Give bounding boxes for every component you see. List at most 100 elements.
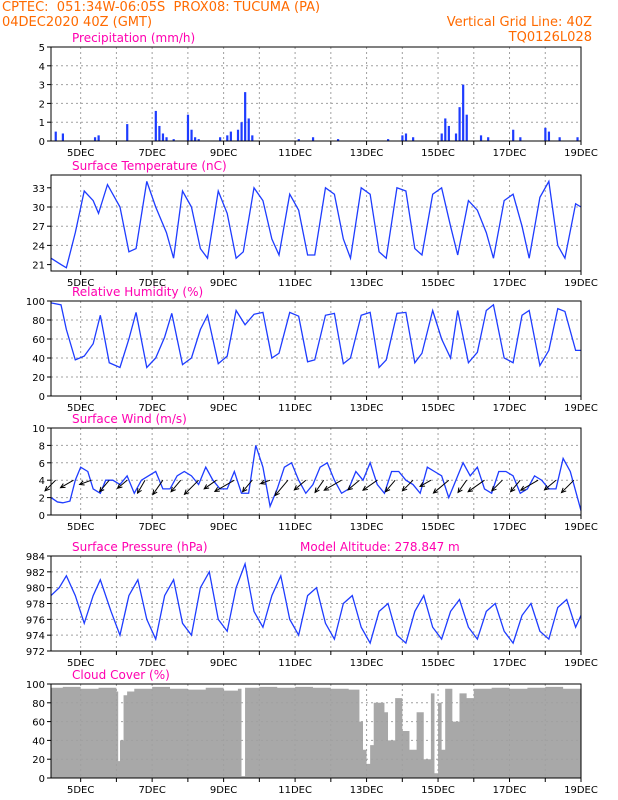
x-tick-label: 9DEC (210, 278, 237, 289)
y-tick-label: 972 (26, 647, 45, 658)
y-tick-label: 100 (26, 297, 45, 308)
wind-arrow (314, 479, 325, 493)
y-tick-label: 980 (26, 584, 45, 595)
precip-bar (190, 129, 193, 141)
x-tick-label: 7DEC (138, 148, 165, 159)
series-line (50, 179, 582, 269)
wind-arrow-head (543, 485, 550, 491)
panel-title: Surface Temperature (nC) (72, 159, 227, 173)
x-tick-label: 17DEC (493, 403, 527, 414)
wind-arrow (544, 479, 557, 491)
chart-panel-1: 21 24 27 30 33 5DEC 7DEC 9DEC 11DEC 13DEC 15DEC 17D… (32, 159, 598, 289)
wind-arrow (323, 479, 342, 491)
panel-annotation: Model Altitude: 278.847 m (300, 540, 460, 554)
chart-panel-2: 0 20 40 60 80 100 5DEC 7DEC 9DEC 11DEC 13DEC 15DEC 1… (26, 285, 598, 414)
chart-panel-4: 972 974 976 978 980 982 984 5DEC 7DEC 9DEC 11DEC 13… (26, 540, 598, 669)
precip-bar (97, 135, 100, 141)
wind-arrow-head (384, 486, 391, 493)
x-tick-label: 15DEC (421, 785, 455, 796)
precip-bar (226, 135, 229, 141)
wind-arrow-head (347, 485, 353, 491)
x-tick-label: 17DEC (493, 658, 527, 669)
y-tick-label: 982 (26, 568, 45, 579)
y-tick-label: 60 (32, 335, 45, 346)
wind-arrow-head (203, 484, 210, 490)
header-date-line: 04DEC2020 40Z (GMT) (2, 15, 153, 30)
x-tick-label: 15DEC (421, 278, 455, 289)
wind-arrow-head (362, 485, 368, 491)
y-tick-label: 6 (39, 459, 45, 470)
x-tick-label: 17DEC (493, 785, 527, 796)
x-tick-label: 5DEC (67, 785, 94, 796)
x-tick-label: 9DEC (210, 403, 237, 414)
y-tick-label: 21 (32, 261, 45, 272)
wind-arrow-head (259, 479, 266, 485)
precip-bar (158, 125, 161, 141)
x-tick-label: 7DEC (138, 278, 165, 289)
wind-arrow (60, 479, 74, 489)
wind-arrow (347, 479, 360, 491)
panel-frame (50, 555, 582, 652)
y-tick-label: 2 (39, 494, 45, 505)
wind-arrow-head (467, 487, 474, 493)
wind-arrow-head (401, 485, 408, 492)
precip-bar (154, 110, 157, 141)
x-tick-label: 11DEC (278, 785, 312, 796)
x-tick-label: 13DEC (350, 522, 384, 533)
series-line (50, 445, 582, 511)
y-tick-label: 984 (26, 552, 45, 563)
y-tick-label: 974 (26, 631, 45, 642)
y-tick-label: 27 (32, 222, 45, 233)
precip-bar (487, 137, 490, 141)
y-tick-label: 0 (39, 774, 45, 785)
y-tick-label: 5 (39, 43, 45, 54)
wind-arrow-head (314, 487, 320, 494)
precip-bar (236, 129, 240, 141)
y-tick-label: 4 (39, 476, 45, 487)
wind-arrow (561, 479, 575, 493)
wind-arrow-head (519, 485, 526, 491)
precip-bar (297, 139, 300, 141)
panel-frame (50, 46, 582, 142)
x-tick-label: 17DEC (493, 522, 527, 533)
wind-arrow-head (419, 482, 426, 488)
wind-arrow (433, 479, 450, 494)
x-tick-label: 9DEC (210, 658, 237, 669)
wind-arrow (137, 479, 146, 494)
x-tick-label: 9DEC (210, 785, 237, 796)
y-tick-label: 0 (39, 137, 45, 148)
panel-title: Precipitation (mm/h) (72, 31, 195, 45)
wind-arrow (294, 479, 307, 491)
x-tick-label: 11DEC (278, 522, 312, 533)
precip-bar (54, 131, 57, 141)
panel-frame (50, 300, 582, 397)
wind-arrow-head (183, 489, 190, 496)
precip-bar (336, 139, 340, 141)
y-tick-label: 80 (32, 316, 45, 327)
panel-frame (50, 683, 582, 779)
precip-bar (311, 137, 315, 141)
chart-panel-3: 0 2 4 6 8 10 5DEC 7DEC 9DEC 11DEC 13DEC 15DEC 17DEC 1… (32, 412, 598, 533)
chart-panel-5: 0 20 40 60 80 100 5DEC 7DEC 9DEC 11DEC 13DEC 15DEC 1… (26, 668, 598, 796)
x-tick-label: 5DEC (67, 278, 94, 289)
cloud-cover-area (51, 686, 581, 778)
y-tick-label: 976 (26, 615, 45, 626)
precip-bar (172, 139, 175, 141)
x-tick-label: 13DEC (350, 658, 384, 669)
wind-arrow (510, 479, 521, 493)
x-tick-label: 7DEC (138, 522, 165, 533)
y-tick-label: 20 (32, 373, 45, 384)
y-tick-label: 0 (39, 392, 45, 403)
x-tick-label: 7DEC (138, 658, 165, 669)
wind-arrow-head (44, 485, 50, 492)
wind-arrow (402, 479, 414, 492)
wind-arrow-head (432, 488, 439, 494)
x-tick-label: 19DEC (564, 148, 598, 159)
x-tick-label: 5DEC (67, 148, 94, 159)
wind-arrow (260, 479, 271, 485)
precip-bar (512, 129, 515, 141)
wind-arrow (242, 479, 253, 493)
wind-arrow (214, 479, 235, 492)
precip-bar (387, 139, 390, 141)
y-tick-label: 33 (32, 184, 45, 195)
